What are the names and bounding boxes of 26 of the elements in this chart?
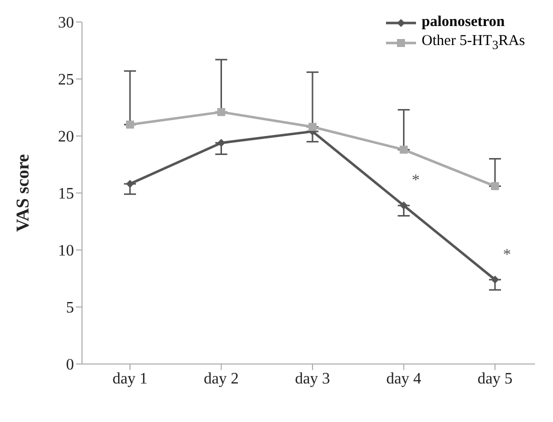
legend-label: palonosetron	[422, 14, 505, 30]
x-tick-label: day 1	[112, 370, 148, 388]
point	[126, 180, 134, 188]
x-tick-label: day 2	[204, 370, 239, 388]
x-tick-label: day 5	[477, 370, 513, 388]
y-tick-label: 10	[58, 242, 74, 260]
point	[400, 146, 408, 154]
annotation: *	[503, 246, 511, 264]
point	[400, 202, 408, 210]
y-tick-label: 30	[58, 14, 74, 32]
y-tick-label: 25	[58, 72, 74, 89]
x-tick-label: day 3	[294, 370, 330, 388]
y-tick-label: 5	[66, 300, 74, 317]
legend-label: Other 5-HT$_{3}$RAs	[422, 33, 525, 52]
point	[217, 138, 226, 147]
point	[126, 120, 134, 129]
y-tick-label: 15	[58, 186, 74, 203]
y-tick-label: 0	[66, 356, 74, 374]
annotation: *	[412, 172, 420, 190]
y-tick-label: 20	[58, 128, 74, 146]
x-tick-label: day 4	[386, 370, 422, 388]
point	[217, 108, 226, 116]
point	[491, 276, 499, 284]
point	[308, 122, 316, 131]
y-axis-title: VAS score	[12, 154, 32, 232]
point	[491, 182, 499, 190]
